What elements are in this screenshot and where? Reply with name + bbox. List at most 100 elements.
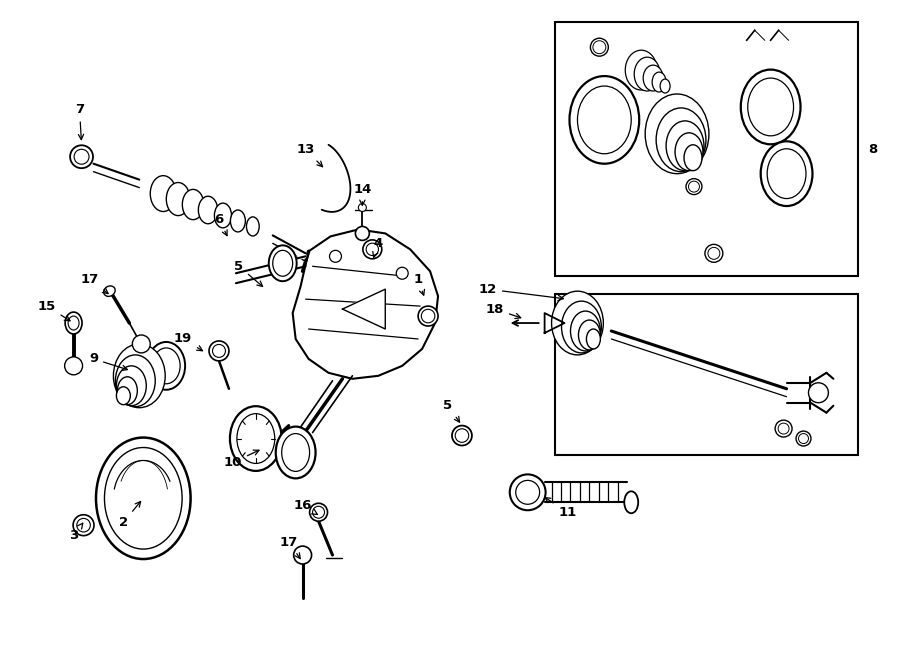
Text: 4: 4: [373, 237, 382, 257]
Circle shape: [808, 383, 828, 403]
Ellipse shape: [214, 203, 231, 228]
Circle shape: [76, 518, 90, 532]
Ellipse shape: [68, 316, 79, 330]
Circle shape: [708, 247, 720, 259]
Text: 11: 11: [545, 498, 577, 519]
Polygon shape: [343, 289, 385, 329]
Circle shape: [329, 251, 341, 262]
Circle shape: [366, 243, 379, 256]
Text: 17: 17: [80, 273, 108, 293]
Circle shape: [418, 306, 438, 326]
Circle shape: [132, 335, 150, 353]
Ellipse shape: [115, 355, 155, 407]
Ellipse shape: [275, 426, 316, 479]
Text: 7: 7: [75, 103, 84, 139]
Text: 6: 6: [214, 213, 227, 236]
Text: 9: 9: [89, 352, 128, 371]
Ellipse shape: [273, 251, 292, 276]
Polygon shape: [292, 229, 438, 379]
Text: 2: 2: [119, 502, 140, 529]
Ellipse shape: [116, 366, 147, 406]
Text: 3: 3: [69, 523, 83, 541]
Ellipse shape: [65, 312, 82, 334]
Ellipse shape: [552, 291, 603, 355]
Circle shape: [65, 357, 83, 375]
Ellipse shape: [152, 348, 180, 384]
Text: 14: 14: [353, 183, 372, 206]
Ellipse shape: [570, 76, 639, 164]
Ellipse shape: [767, 149, 806, 198]
Ellipse shape: [269, 245, 297, 281]
Ellipse shape: [579, 320, 600, 350]
Ellipse shape: [230, 210, 246, 232]
Circle shape: [798, 434, 808, 444]
Circle shape: [452, 426, 472, 446]
Ellipse shape: [230, 406, 282, 471]
Circle shape: [796, 431, 811, 446]
Circle shape: [356, 227, 369, 241]
Circle shape: [310, 503, 328, 521]
Ellipse shape: [282, 434, 310, 471]
Ellipse shape: [644, 65, 663, 91]
Ellipse shape: [247, 217, 259, 236]
Text: 18: 18: [486, 303, 521, 319]
Circle shape: [705, 245, 723, 262]
Ellipse shape: [148, 342, 185, 390]
Ellipse shape: [660, 79, 670, 93]
Circle shape: [593, 41, 606, 54]
Ellipse shape: [760, 141, 813, 206]
Ellipse shape: [656, 108, 706, 172]
Ellipse shape: [634, 57, 660, 91]
Ellipse shape: [183, 190, 203, 219]
Ellipse shape: [666, 121, 704, 171]
Circle shape: [293, 546, 311, 564]
Ellipse shape: [113, 344, 166, 408]
Ellipse shape: [237, 414, 274, 463]
Ellipse shape: [578, 86, 631, 154]
Circle shape: [686, 178, 702, 194]
Ellipse shape: [684, 145, 702, 171]
Text: 10: 10: [224, 450, 259, 469]
Text: 13: 13: [296, 143, 322, 167]
Ellipse shape: [150, 176, 176, 212]
Text: 8: 8: [868, 143, 878, 156]
Circle shape: [775, 420, 792, 437]
Ellipse shape: [104, 286, 115, 296]
Text: 17: 17: [280, 535, 301, 559]
Circle shape: [358, 204, 366, 212]
Bar: [554, 22, 859, 276]
Circle shape: [73, 515, 94, 535]
Circle shape: [209, 341, 229, 361]
Ellipse shape: [562, 301, 601, 353]
Circle shape: [590, 38, 608, 56]
Ellipse shape: [166, 182, 190, 215]
Circle shape: [312, 506, 325, 518]
Ellipse shape: [675, 133, 703, 171]
Ellipse shape: [748, 78, 794, 136]
Circle shape: [516, 481, 540, 504]
Circle shape: [688, 181, 699, 192]
Circle shape: [421, 309, 435, 323]
Ellipse shape: [741, 69, 800, 144]
Text: 15: 15: [38, 299, 70, 321]
Ellipse shape: [626, 50, 657, 90]
Circle shape: [778, 423, 789, 434]
Ellipse shape: [625, 491, 638, 513]
Bar: [554, 294, 859, 455]
Circle shape: [70, 145, 93, 168]
Ellipse shape: [104, 447, 182, 549]
Text: 16: 16: [293, 499, 318, 514]
Ellipse shape: [96, 438, 191, 559]
Text: 5: 5: [444, 399, 460, 422]
Ellipse shape: [198, 196, 218, 224]
Ellipse shape: [645, 94, 709, 174]
Ellipse shape: [587, 329, 600, 349]
Ellipse shape: [652, 72, 666, 92]
Ellipse shape: [571, 311, 600, 351]
Text: 5: 5: [234, 260, 263, 286]
Text: 19: 19: [174, 332, 203, 351]
Text: 1: 1: [414, 273, 425, 295]
Circle shape: [74, 149, 89, 164]
Ellipse shape: [116, 387, 130, 405]
Circle shape: [363, 240, 382, 259]
